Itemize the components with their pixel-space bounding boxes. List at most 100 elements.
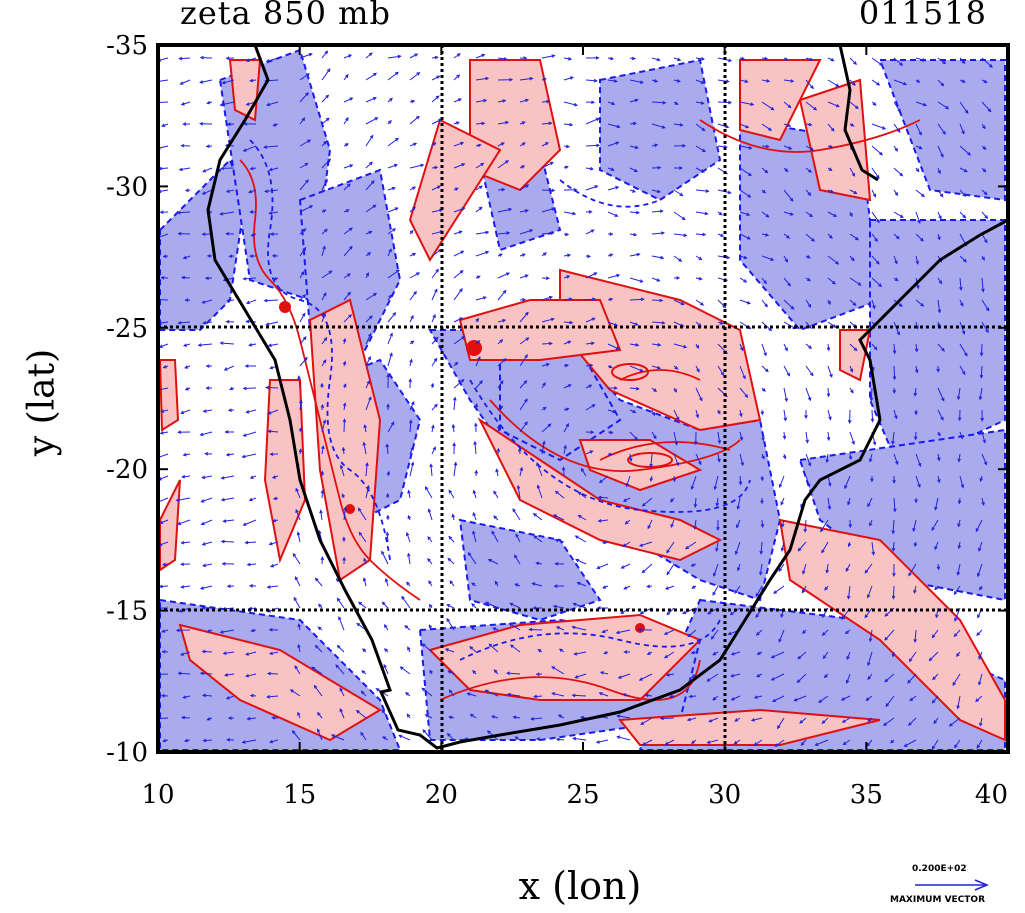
wind-vector-head [479,380,483,385]
wind-vector [607,101,615,105]
wind-vector [865,695,873,701]
wind-vector-head [566,253,572,258]
wind-vector-head [415,115,420,120]
wind-vector [534,695,543,698]
wind-vector-head [372,97,377,101]
wind-vector [421,687,433,697]
wind-vector [958,453,961,462]
wind-vector-head [227,408,232,412]
wind-vector [952,673,961,686]
wind-vector-head [542,440,546,445]
wind-vector [735,541,741,555]
wind-vector-head [444,648,449,652]
wind-vector-head [704,211,709,216]
wind-vector-head [764,56,769,61]
wind-vector-head [937,170,941,175]
wind-vector [507,672,521,675]
wind-vector [739,475,742,485]
wind-vector-head [459,269,464,274]
wind-vector [981,233,988,243]
wind-vector [666,673,675,676]
wind-vector-head [896,331,900,336]
wind-vector-head [867,503,871,508]
wind-vector-head [368,230,373,235]
wind-vector-head [844,485,848,490]
wind-vector-head [694,441,698,446]
y-tick-label: -10 [106,738,148,768]
wind-vector [431,185,441,191]
wind-vector-head [793,697,798,702]
x-tick-label: 30 [708,780,741,810]
wind-vector-head [983,191,988,196]
wind-vector-head [614,213,619,217]
wind-vector [821,717,829,724]
wind-vector-head [554,562,559,566]
wind-vector [607,343,620,350]
wind-vector [751,717,763,721]
wind-vector [551,666,565,675]
wind-vector [453,379,464,389]
wind-vector-head [936,566,941,571]
wind-vector-head [206,717,211,721]
wind-vector-head [427,508,432,513]
wind-vector-head [509,644,514,649]
wind-vector-head [623,586,628,590]
wind-vector [978,651,983,660]
wind-vector [365,485,370,499]
wind-vector [200,585,213,590]
wind-vector [431,314,436,323]
wind-vector-head [730,651,735,656]
wind-vector [475,231,489,235]
wind-vector-head [622,693,627,697]
wind-vector [513,716,521,719]
wind-vector-head [494,580,499,585]
wind-vector-head [311,666,316,671]
wind-vector-head [302,228,307,232]
wind-vector-head [616,714,621,718]
wind-vector [737,497,741,509]
wind-vector [563,57,572,60]
wind-vector [585,404,595,411]
wind-vector [818,695,829,703]
wind-vector-head [356,622,361,627]
wind-vector [364,425,367,433]
wind-vector-head [828,482,832,487]
wind-vector-head [688,694,693,699]
wind-vector [585,272,597,279]
wind-vector [178,672,191,675]
wind-vector [343,419,345,433]
wind-vector-head [515,533,519,538]
wind-vector-head [918,131,922,136]
wind-vector [822,629,829,636]
wind-vector-head [206,100,211,105]
wind-vector [893,57,903,66]
wind-vector [475,380,483,389]
wind-vector [269,651,279,655]
wind-vector [864,563,873,574]
y-tick-label: -35 [106,31,148,61]
wind-vector [453,142,464,147]
wind-vector-head [536,461,540,467]
wind-vector [311,666,323,675]
wind-vector [666,541,675,553]
wind-vector-head [774,743,779,747]
wind-vector-head [524,209,529,213]
wind-vector-head [601,629,606,633]
wind-vector [180,651,191,656]
wind-vector-head [914,411,918,416]
wind-vector-head [162,365,167,369]
wind-vector-head [633,232,638,237]
wind-vector-head [297,711,301,716]
wind-vector [739,343,744,351]
wind-vector [623,693,631,697]
wind-vector-head [219,102,224,107]
wind-vector-head [358,601,363,606]
wind-vector-head [899,172,904,177]
wind-vector-head [962,214,967,219]
wind-vector [618,673,631,679]
wind-vector [694,497,697,507]
wind-vector [871,255,880,265]
wind-vector-head [830,189,835,193]
wind-vector-head [824,586,828,591]
wind-vector-head [478,206,483,211]
